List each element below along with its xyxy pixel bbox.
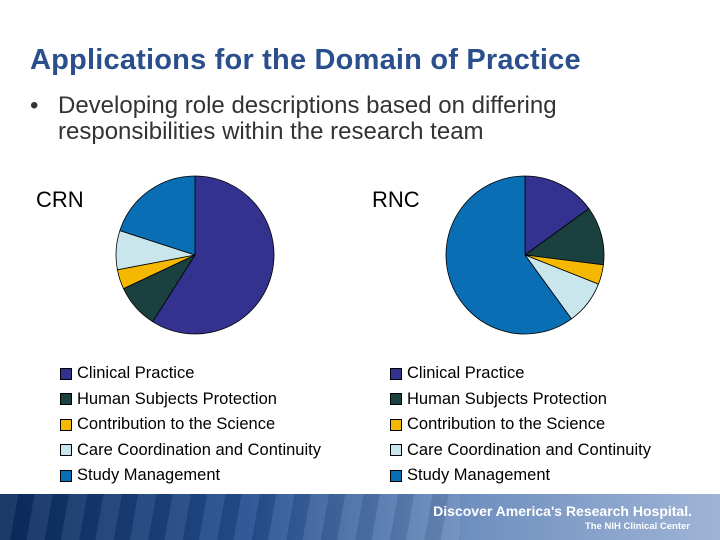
rnc-legend-item: Study Management — [390, 463, 651, 489]
legend-label: Contribution to the Science — [77, 415, 276, 434]
legend-label: Care Coordination and Continuity — [77, 440, 321, 459]
rnc-legend-item: Human Subjects Protection — [390, 387, 651, 413]
rnc-pie-chart — [445, 175, 605, 335]
legend-label: Clinical Practice — [407, 364, 525, 383]
footer-decoration — [0, 494, 460, 540]
legend-swatch — [60, 393, 72, 406]
crn-chart-label: CRN — [36, 187, 84, 212]
bullet-dot: • — [30, 92, 39, 119]
crn-legend: Clinical Practice Human Subjects Protect… — [60, 361, 321, 489]
legend-swatch — [390, 393, 402, 406]
legend-label: Study Management — [77, 466, 221, 485]
crn-pie-chart — [115, 175, 275, 335]
legend-swatch — [390, 367, 402, 380]
footer-tagline: Discover America's Research Hospital. — [433, 503, 692, 519]
crn-legend-item: Contribution to the Science — [60, 412, 321, 438]
legend-label: Human Subjects Protection — [77, 389, 277, 408]
rnc-slice-study-management — [445, 175, 572, 335]
legend-label: Contribution to the Science — [407, 415, 606, 434]
bullet-text: Developing role descriptions based on di… — [58, 92, 557, 145]
rnc-legend-item: Clinical Practice — [390, 361, 651, 387]
legend-swatch — [60, 418, 72, 431]
legend-swatch — [390, 444, 402, 457]
crn-slice-clinical-practice — [152, 175, 275, 335]
legend-label: Study Management — [407, 466, 551, 485]
legend-swatch — [390, 418, 402, 431]
bullet-point: • Developing role descriptions based on … — [30, 93, 670, 145]
rnc-chart-label: RNC — [372, 187, 420, 212]
crn-slice-study-management — [119, 175, 196, 256]
rnc-legend-item: Contribution to the Science — [390, 412, 651, 438]
crn-legend-item: Care Coordination and Continuity — [60, 438, 321, 464]
rnc-legend: Clinical Practice Human Subjects Protect… — [390, 361, 651, 489]
crn-legend-item: Human Subjects Protection — [60, 387, 321, 413]
rnc-slice-clinical-practice — [524, 175, 590, 256]
footer-banner: Discover America's Research Hospital. Th… — [0, 494, 720, 540]
legend-swatch — [390, 469, 402, 482]
footer-subtitle: The NIH Clinical Center — [584, 521, 690, 532]
legend-label: Care Coordination and Continuity — [407, 440, 651, 459]
crn-legend-item: Study Management — [60, 463, 321, 489]
rnc-legend-item: Care Coordination and Continuity — [390, 438, 651, 464]
legend-swatch — [60, 367, 72, 380]
legend-swatch — [60, 444, 72, 457]
crn-legend-item: Clinical Practice — [60, 361, 321, 387]
rnc-slice-human-subjects-protection — [523, 208, 605, 266]
legend-swatch — [60, 469, 72, 482]
legend-label: Human Subjects Protection — [407, 389, 607, 408]
slide-title: Applications for the Domain of Practice — [30, 44, 581, 76]
legend-label: Clinical Practice — [77, 364, 195, 383]
